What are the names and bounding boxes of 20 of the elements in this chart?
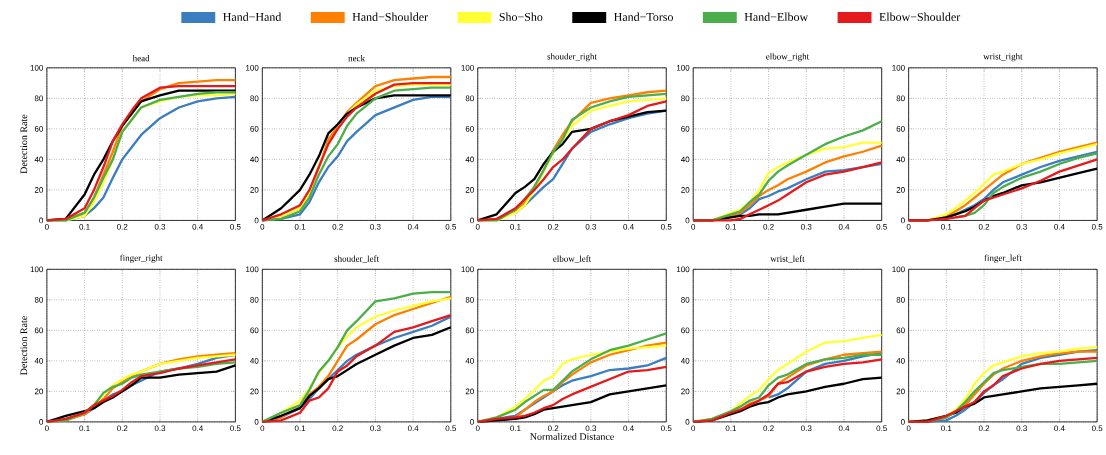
chart-title: shouder_left (334, 255, 379, 263)
x-axis-title: Normalized Distance (530, 433, 614, 441)
line-series (767, 352, 883, 399)
legend-label: Elbow−Shoulder (879, 12, 961, 22)
legend-label: Hand−Torso (614, 12, 673, 22)
chart-title: wrist_left (770, 255, 805, 263)
chart-title: elbow_right (766, 53, 810, 62)
legend-label: Hand−Shoulder (352, 12, 428, 22)
legend-label: Hand−Elbow (744, 12, 809, 22)
chart-title: shouder_right (547, 53, 597, 62)
chart-title: neck (348, 55, 366, 62)
y-axis-title: Detection Rate (20, 316, 28, 376)
chart-title: finger_right (119, 254, 163, 263)
legend-label: Sho−Sho (499, 12, 543, 22)
y-axis-title: Detection Rate (20, 114, 28, 174)
chart-title: finger_left (984, 254, 1022, 263)
chart-title: elbow_left (553, 255, 592, 263)
legend-label: Hand−Hand (223, 12, 282, 22)
chart-title: wrist_right (983, 53, 1023, 62)
chart-title: head (132, 55, 150, 62)
